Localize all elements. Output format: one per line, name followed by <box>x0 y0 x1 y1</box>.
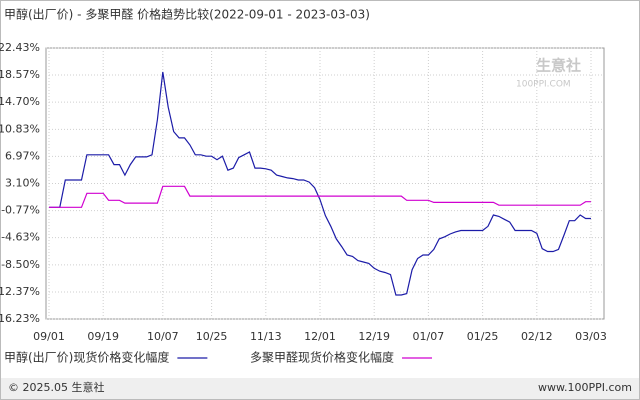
y-tick-label: 10.83% <box>0 122 40 135</box>
x-tick-label: 09/01 <box>33 330 65 343</box>
watermark: 生意社 <box>536 57 581 75</box>
footer-right: www.100PPI.com <box>538 381 632 394</box>
y-tick-label: 3.10% <box>5 177 40 190</box>
watermark: 100PPI.COM <box>516 80 571 90</box>
y-tick-label: -4.63% <box>1 231 40 244</box>
y-tick-label: 18.57% <box>0 68 40 81</box>
y-tick-label: -0.77% <box>1 204 40 217</box>
x-tick-label: 01/25 <box>467 330 499 343</box>
x-tick-label: 10/25 <box>196 330 228 343</box>
x-tick-label: 12/01 <box>304 330 336 343</box>
x-tick-label: 09/19 <box>87 330 119 343</box>
series-line <box>49 185 591 208</box>
chart-title: 甲醇(出厂价) - 多聚甲醛 价格趋势比较(2022-09-01 - 2023-… <box>4 7 370 22</box>
footer-left: © 2025.05 生意社 <box>8 380 104 394</box>
x-tick-label: 02/12 <box>521 330 553 343</box>
y-tick-label: 6.97% <box>5 149 40 162</box>
legend-label: 多聚甲醛现货价格变化幅度 <box>250 350 394 365</box>
x-tick-label: 12/19 <box>358 330 390 343</box>
x-tick-label: 01/07 <box>413 330 445 343</box>
y-tick-label: -8.50% <box>1 258 40 271</box>
y-tick-label: 14.70% <box>0 95 40 108</box>
x-tick-label: 10/07 <box>147 330 179 343</box>
y-tick-label: 22.43% <box>0 41 40 54</box>
y-tick-label: -16.23% <box>0 312 40 325</box>
x-tick-label: 03/03 <box>575 330 607 343</box>
series-line <box>49 71 591 296</box>
legend-label: 甲醇(出厂价)现货价格变化幅度 <box>4 350 169 365</box>
x-tick-label: 11/13 <box>250 330 282 343</box>
y-tick-label: -12.37% <box>0 285 40 298</box>
footer-bar <box>1 378 639 399</box>
